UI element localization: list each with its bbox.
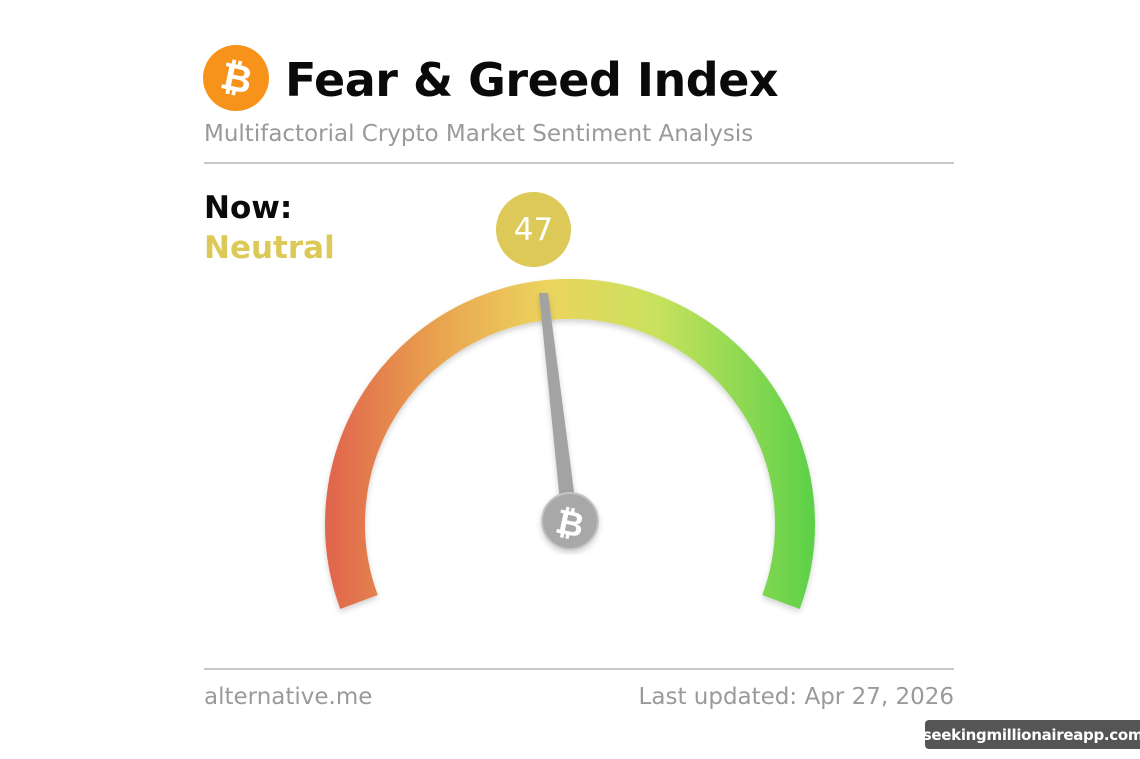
gauge-arc — [325, 278, 815, 609]
page-title: Fear & Greed Index — [285, 53, 779, 107]
page-subtitle: Multifactorial Crypto Market Sentiment A… — [204, 121, 754, 147]
needle-hub — [541, 492, 599, 550]
last-updated: Last updated: Apr 27, 2026 — [638, 684, 954, 710]
classification-label: Neutral — [204, 230, 335, 266]
divider-bottom — [204, 668, 954, 670]
source-link[interactable]: alternative.me — [204, 684, 373, 710]
gauge-needle — [539, 293, 578, 522]
index-value: 47 — [513, 211, 554, 248]
bitcoin-logo-icon: ₿ — [203, 45, 269, 111]
value-bubble: 47 — [496, 192, 571, 267]
watermark: seekingmillionaireapp.com — [923, 720, 1140, 749]
now-label: Now: — [204, 190, 293, 226]
divider-top — [204, 162, 954, 164]
